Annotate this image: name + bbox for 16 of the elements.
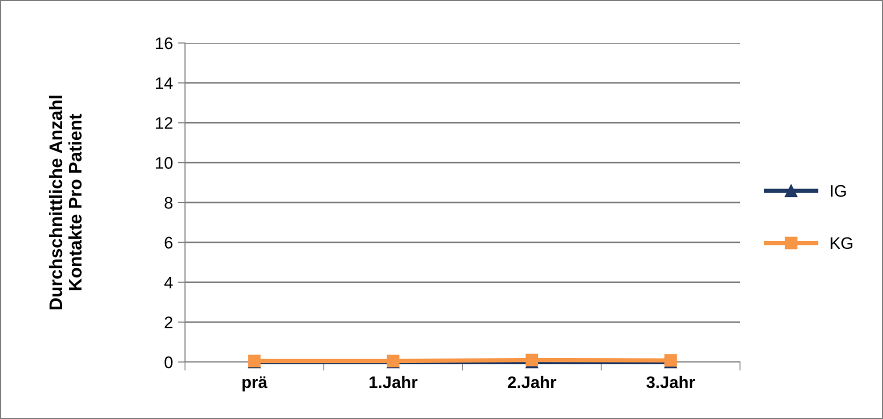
y-axis-title: Durchschnittliche Anzahl Kontakte Pro Patient (48, 96, 82, 310)
y-tick-label: 4 (164, 276, 173, 288)
x-tick-label: 2.Jahr (508, 376, 556, 388)
y-tick-label: 12 (156, 117, 172, 129)
x-tick-label: prä (242, 376, 268, 392)
y-tick-label: 6 (164, 236, 172, 249)
y-tick-label: 10 (156, 157, 173, 169)
legend-label: IG (830, 185, 846, 197)
x-tick-label: 3.Jahr (646, 376, 695, 388)
y-tick-label: 8 (164, 196, 172, 209)
y-tick-label: 2 (164, 316, 172, 328)
y-tick-label: 16 (156, 37, 172, 50)
legend-label: KG (830, 237, 852, 250)
y-tick-label: 0 (164, 356, 173, 368)
y-tick-label: 14 (156, 77, 173, 89)
x-tick-label: 1.Jahr (370, 376, 418, 388)
